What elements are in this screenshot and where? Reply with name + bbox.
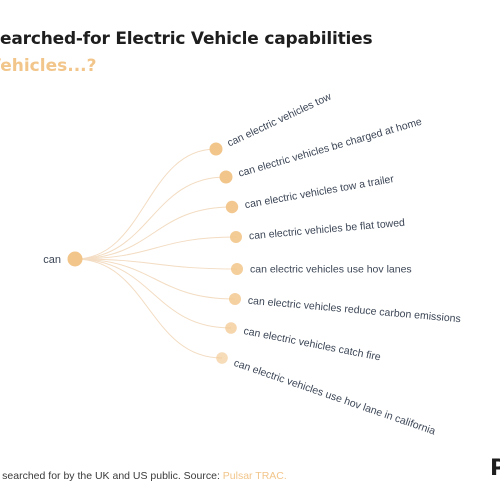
branch-label: can electric vehicles use hov lane in ca… [232, 357, 437, 438]
branch-node[interactable] [229, 293, 241, 305]
tree-link [74, 258, 236, 300]
branch-node[interactable] [230, 231, 242, 243]
tree-link [74, 258, 223, 359]
tree-link [74, 258, 232, 329]
branch-label: can electric vehicles tow a trailer [244, 173, 395, 211]
footer-note: s searched for by the UK and US public. … [0, 470, 287, 482]
source-link[interactable]: Pulsar TRAC. [222, 470, 287, 482]
chart-subtitle: Vehicles...? [0, 56, 97, 76]
branch-node[interactable] [231, 263, 243, 275]
branch-node[interactable] [216, 352, 228, 364]
branch-label: can electric vehicles be flat towed [248, 217, 405, 243]
tree-labels: can can electric vehicles tow can electric… [43, 90, 461, 437]
tree-link [74, 236, 237, 260]
brand-logo: P [490, 456, 500, 481]
tree-link [74, 258, 238, 270]
tree-nodes [67, 142, 243, 364]
root-node[interactable] [67, 251, 83, 267]
tree-link [74, 148, 217, 260]
branch-node[interactable] [219, 170, 233, 184]
branch-node[interactable] [209, 142, 223, 156]
root-label: can [43, 254, 61, 266]
tree-link [74, 176, 227, 260]
tree-link [74, 206, 233, 260]
branch-label: can electric vehicles catch fire [243, 325, 382, 363]
tree-links [74, 148, 238, 359]
branch-label: can electric vehicles use hov lanes [250, 264, 412, 276]
chart-title: Searched-for Electric Vehicle capabiliti… [0, 29, 373, 49]
branch-label: can electric vehicles reduce carbon emis… [247, 295, 461, 326]
footer-text: s searched for by the UK and US public. … [0, 470, 223, 482]
branch-label: can electric vehicles tow [225, 90, 333, 149]
branch-node[interactable] [225, 200, 239, 214]
branch-node[interactable] [225, 322, 237, 334]
